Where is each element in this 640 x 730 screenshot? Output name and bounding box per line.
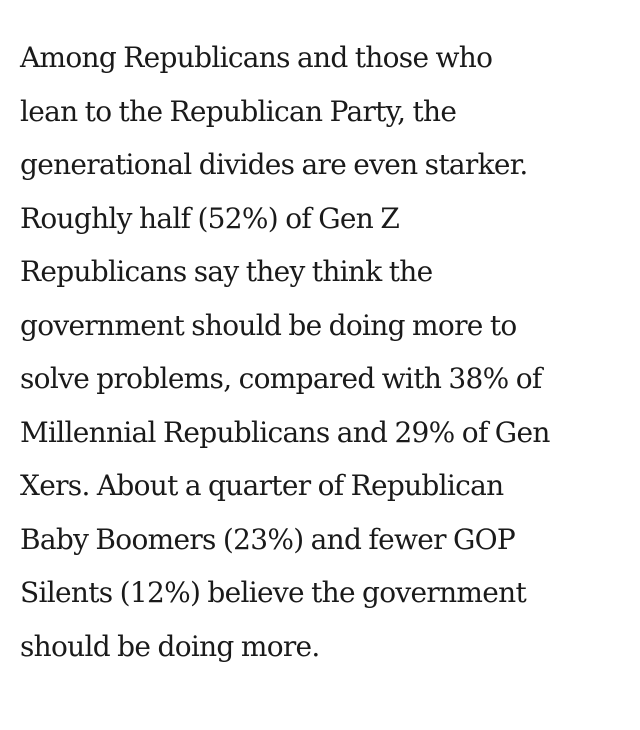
paragraph-line: Millennial Republicans and 29% of Gen: [20, 415, 550, 449]
paragraph-line: Republicans say they think the: [20, 255, 433, 288]
paragraph-line: Baby Boomers (23%) and fewer GOP: [20, 522, 516, 556]
paragraph-line: government should be doing more to: [20, 308, 517, 342]
paragraph-line: generational divides are even starker.: [20, 148, 528, 181]
paragraph-line: solve problems, compared with 38% of: [20, 362, 542, 395]
article-paragraph: Among Republicans and those who lean to …: [20, 31, 636, 673]
article-body: Among Republicans and those who lean to …: [20, 31, 636, 673]
paragraph-line: Silents (12%) believe the government: [20, 576, 527, 609]
paragraph-line: Among Republicans and those who: [20, 41, 493, 74]
paragraph-line: Xers. About a quarter of Republican: [20, 469, 504, 502]
paragraph-line: Roughly half (52%) of Gen Z: [20, 201, 400, 235]
paragraph-line: lean to the Republican Party, the: [20, 94, 457, 128]
paragraph-line: should be doing more.: [20, 629, 320, 663]
